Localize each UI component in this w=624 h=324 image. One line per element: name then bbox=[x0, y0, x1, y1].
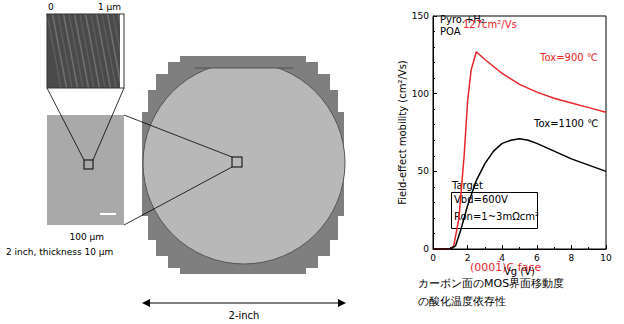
svg-text:0: 0 bbox=[423, 244, 429, 254]
svg-text:Tox=900 ℃: Tox=900 ℃ bbox=[539, 52, 598, 63]
svg-text:8: 8 bbox=[569, 253, 575, 263]
svg-text:Vbd=600V: Vbd=600V bbox=[454, 194, 508, 205]
svg-text:1 μm: 1 μm bbox=[98, 2, 121, 12]
svg-text:6: 6 bbox=[534, 253, 540, 263]
svg-text:10: 10 bbox=[600, 253, 612, 263]
svg-text:0: 0 bbox=[48, 2, 54, 12]
svg-text:2-inch: 2-inch bbox=[229, 310, 260, 321]
svg-text:Vg (V): Vg (V) bbox=[504, 266, 535, 277]
svg-text:カーボン面のMOS界面移動度: カーボン面のMOS界面移動度 bbox=[418, 277, 564, 290]
svg-text:100 μm: 100 μm bbox=[69, 232, 104, 242]
svg-text:の酸化温度依存性: の酸化温度依存性 bbox=[418, 295, 506, 308]
svg-text:100: 100 bbox=[412, 89, 429, 99]
svg-text:4: 4 bbox=[499, 253, 505, 263]
svg-text:150: 150 bbox=[412, 11, 429, 21]
svg-text:Target: Target bbox=[451, 180, 483, 191]
svg-text:Field-effect mobility (cm²/Vs): Field-effect mobility (cm²/Vs) bbox=[397, 60, 408, 205]
svg-text:50: 50 bbox=[418, 166, 430, 176]
svg-text:Tox=1100 ℃: Tox=1100 ℃ bbox=[533, 118, 598, 129]
svg-text:Ron=1~3mΩcm²: Ron=1~3mΩcm² bbox=[454, 211, 539, 222]
svg-text:127cm²/Vs: 127cm²/Vs bbox=[463, 19, 517, 30]
svg-text:POA: POA bbox=[440, 26, 461, 37]
svg-text:0: 0 bbox=[430, 253, 436, 263]
svg-text:2 inch, thickness 10 μm: 2 inch, thickness 10 μm bbox=[6, 247, 113, 257]
svg-text:2: 2 bbox=[465, 253, 471, 263]
